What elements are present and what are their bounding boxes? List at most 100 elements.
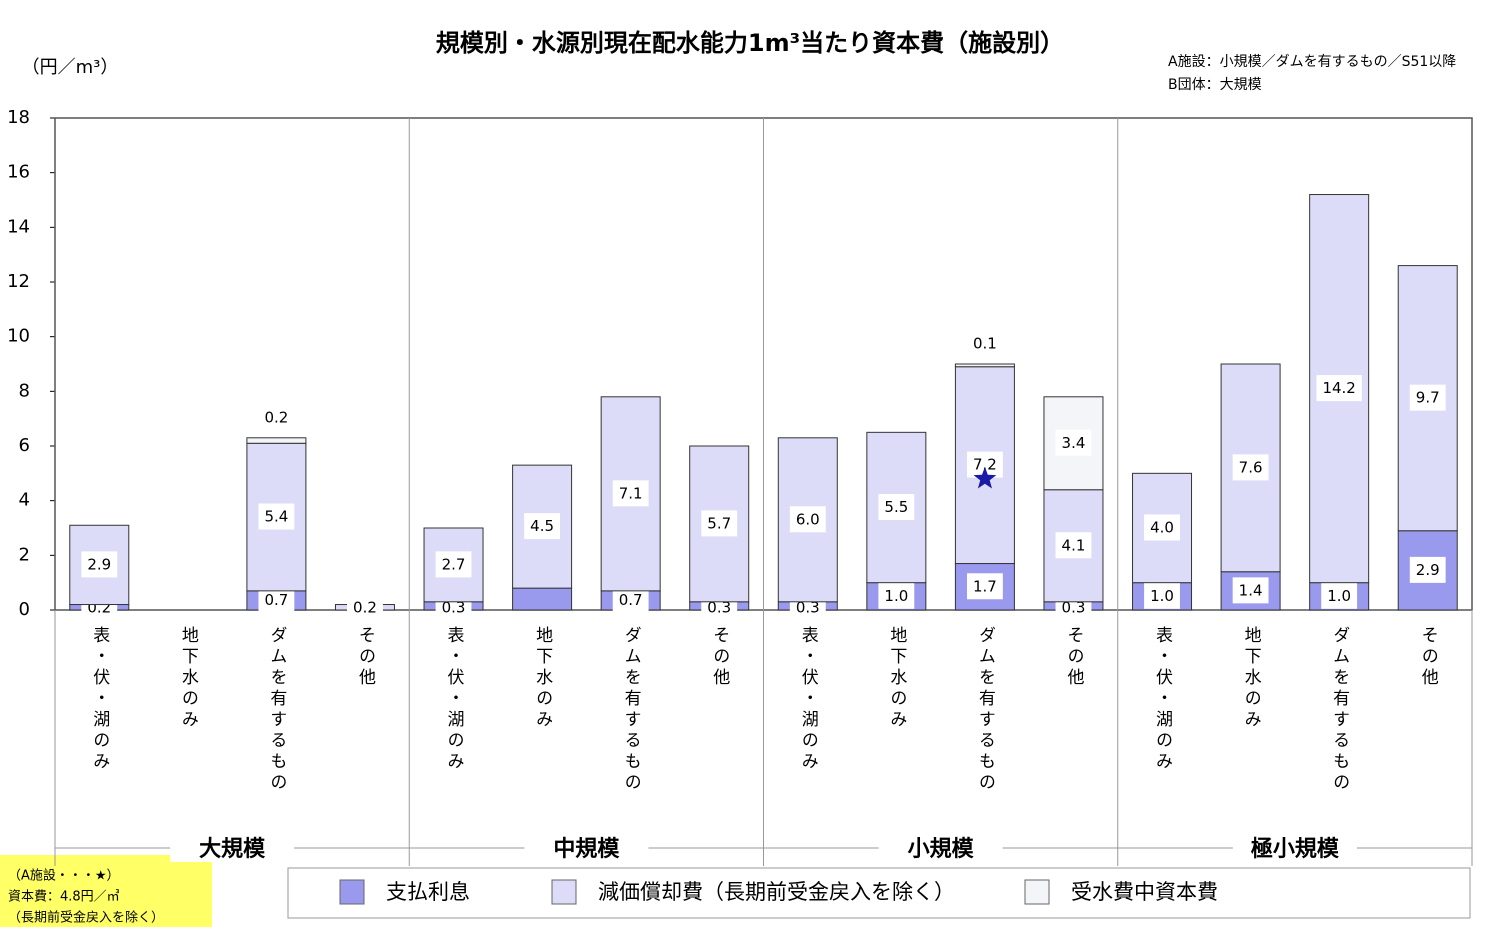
data-label: 4.0: [1150, 519, 1174, 537]
x-tick-label: その他: [1063, 626, 1084, 689]
legend-label: 減価償却費（長期前受金戻入を除く）: [598, 880, 955, 904]
legend-swatch: [1024, 879, 1050, 905]
callout-text: 資本費：4.8円／㎥: [8, 890, 120, 905]
y-tick-label: 18: [7, 107, 30, 128]
data-label-bg: [966, 573, 1003, 600]
x-tick-label: ダムを有するもの: [621, 626, 642, 794]
y-tick-label: 0: [19, 599, 30, 620]
callout-text: （A施設・・・★）: [8, 868, 120, 884]
x-tick-label: ダムを有するもの: [266, 626, 287, 794]
bar-segment: [246, 437, 307, 444]
x-tick-label: ダムを有するもの: [1329, 626, 1350, 794]
data-label-bg: [258, 404, 295, 431]
data-label-bg: [1409, 556, 1446, 583]
data-label: 0.7: [264, 591, 288, 609]
data-label: 6.0: [796, 510, 820, 528]
data-label: 0.1: [973, 335, 997, 353]
data-label: 7.6: [1239, 458, 1263, 476]
data-label-bg: [878, 582, 915, 609]
x-tick-label: 地下水のみ: [886, 626, 907, 731]
group-label-bg: [1232, 836, 1357, 862]
data-label: 0.3: [707, 599, 731, 617]
group-label: 小規模: [908, 837, 975, 862]
x-tick-label: 表・伏・湖のみ: [1152, 626, 1173, 773]
data-label-bg: [612, 480, 649, 507]
y-tick-label: 14: [7, 216, 30, 237]
group-label-bg: [524, 836, 649, 862]
data-label-bg: [789, 506, 826, 533]
bar-segment: [1397, 265, 1458, 532]
data-label-bg: [701, 510, 738, 537]
y-tick-label: 12: [7, 271, 30, 292]
data-label: 1.0: [884, 587, 908, 605]
callout-text: （長期前受金戻入を除く）: [8, 910, 164, 926]
data-label: 0.2: [353, 599, 377, 617]
y-tick-label: 16: [7, 162, 30, 183]
data-label-bg: [81, 551, 118, 578]
group-label: 中規模: [553, 837, 620, 862]
data-label-bg: [1232, 454, 1269, 481]
x-tick-label: 地下水のみ: [1241, 626, 1262, 731]
x-tick-label: その他: [1418, 626, 1439, 689]
data-label: 1.4: [1239, 581, 1263, 599]
data-label-bg: [966, 330, 1003, 357]
note: A施設：小規模／ダムを有するもの／S51以降: [1168, 54, 1456, 70]
data-label: 7.1: [619, 484, 643, 502]
bar-segment: [954, 366, 1015, 565]
data-label: 2.7: [442, 555, 466, 573]
x-tick-label: その他: [355, 626, 376, 689]
legend-swatch: [339, 879, 365, 905]
legend-label: 支払利息: [386, 880, 470, 904]
y-tick-label: 10: [7, 326, 30, 347]
y-tick-label: 4: [19, 490, 30, 511]
star-marker: [973, 466, 997, 489]
data-label-bg: [524, 513, 561, 540]
data-label-bg: [1144, 514, 1180, 541]
chart-title: 規模別・水源別現在配水能力1m³当たり資本費（施設別）: [436, 29, 1064, 57]
data-label-bg: [1055, 532, 1092, 559]
y-unit: （円／m³）: [22, 57, 119, 78]
data-label-bg: [1144, 582, 1180, 609]
data-label-bg: [347, 594, 383, 621]
data-label-bg: [1321, 582, 1358, 609]
x-tick-label: 表・伏・湖のみ: [798, 626, 819, 773]
group-label: 大規模: [199, 837, 266, 862]
data-label: 0.3: [442, 599, 466, 617]
data-label: 2.9: [1416, 561, 1440, 579]
data-label: 5.5: [884, 498, 908, 516]
data-label-bg: [878, 494, 915, 520]
group-label-bg: [170, 836, 295, 862]
x-tick-label: その他: [709, 626, 730, 689]
data-label: 0.3: [796, 599, 820, 617]
callout-box: [0, 855, 212, 927]
note: B団体：大規模: [1168, 77, 1262, 93]
bar-segment: [512, 587, 573, 611]
group-label: 極小規模: [1251, 836, 1340, 862]
legend-swatch: [551, 879, 577, 905]
data-label: 2.9: [87, 555, 111, 573]
legend-label: 受水費中資本費: [1071, 880, 1218, 904]
x-tick-label: ダムを有するもの: [975, 626, 996, 794]
data-label-bg: [1055, 429, 1092, 456]
data-label-bg: [435, 551, 472, 578]
data-label: 0.7: [619, 591, 643, 609]
data-label: 4.5: [530, 517, 554, 535]
group-label-bg: [878, 836, 1003, 862]
data-label: 5.7: [707, 514, 731, 532]
x-tick-label: 表・伏・湖のみ: [444, 626, 465, 773]
data-label: 3.4: [1062, 434, 1086, 452]
data-label: 9.7: [1416, 389, 1440, 407]
data-label: 5.4: [264, 508, 288, 526]
y-tick-label: 2: [19, 544, 30, 565]
legend-box: [287, 867, 1471, 919]
data-label: 0.2: [264, 408, 288, 426]
data-label: 14.2: [1322, 379, 1355, 397]
data-label: 0.3: [1062, 599, 1086, 617]
data-label: 1.0: [1150, 587, 1174, 605]
data-label-bg: [1409, 384, 1446, 411]
x-tick-label: 地下水のみ: [532, 626, 553, 731]
data-label-bg: [1316, 375, 1362, 402]
y-tick-label: 6: [19, 435, 30, 456]
bar-segment: [954, 363, 1015, 368]
